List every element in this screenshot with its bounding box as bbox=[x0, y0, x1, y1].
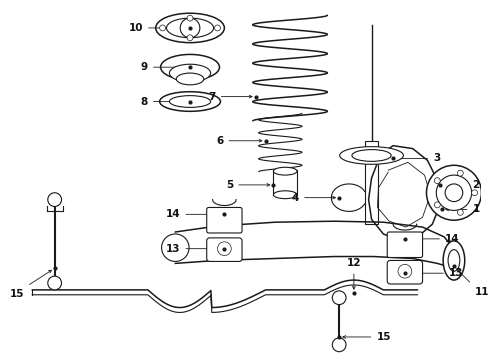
Text: 13: 13 bbox=[449, 268, 464, 278]
Ellipse shape bbox=[273, 167, 297, 175]
Circle shape bbox=[48, 276, 62, 290]
Circle shape bbox=[180, 18, 200, 38]
Ellipse shape bbox=[352, 150, 391, 161]
Circle shape bbox=[457, 210, 463, 215]
Circle shape bbox=[426, 165, 481, 220]
Ellipse shape bbox=[340, 147, 403, 164]
Bar bbox=[273, 170, 297, 195]
Circle shape bbox=[187, 35, 193, 41]
Text: 10: 10 bbox=[128, 23, 143, 33]
Ellipse shape bbox=[218, 242, 231, 256]
Circle shape bbox=[48, 193, 62, 207]
Text: 3: 3 bbox=[433, 153, 441, 163]
Text: 8: 8 bbox=[141, 96, 148, 107]
Text: 4: 4 bbox=[292, 193, 299, 203]
Ellipse shape bbox=[156, 13, 224, 42]
Text: 2: 2 bbox=[472, 180, 480, 190]
Text: 14: 14 bbox=[445, 234, 460, 244]
Text: 11: 11 bbox=[474, 287, 489, 297]
FancyBboxPatch shape bbox=[207, 207, 242, 233]
Text: 6: 6 bbox=[216, 136, 223, 146]
FancyBboxPatch shape bbox=[387, 232, 422, 257]
Circle shape bbox=[332, 338, 346, 352]
Text: 15: 15 bbox=[10, 289, 24, 299]
Circle shape bbox=[187, 15, 193, 21]
Text: 7: 7 bbox=[208, 91, 216, 102]
Ellipse shape bbox=[170, 96, 211, 107]
Polygon shape bbox=[175, 221, 454, 268]
Text: 12: 12 bbox=[346, 258, 361, 268]
Circle shape bbox=[471, 190, 477, 196]
FancyBboxPatch shape bbox=[387, 260, 422, 284]
Ellipse shape bbox=[443, 241, 465, 280]
Ellipse shape bbox=[273, 191, 297, 199]
Text: 9: 9 bbox=[141, 62, 148, 72]
FancyBboxPatch shape bbox=[207, 238, 242, 261]
Bar bbox=[365, 141, 378, 224]
Text: 5: 5 bbox=[226, 180, 233, 190]
Circle shape bbox=[445, 184, 463, 202]
Circle shape bbox=[162, 234, 189, 261]
Text: 15: 15 bbox=[376, 332, 391, 342]
Circle shape bbox=[457, 170, 463, 176]
Ellipse shape bbox=[160, 92, 220, 111]
Circle shape bbox=[160, 25, 166, 31]
Circle shape bbox=[434, 202, 440, 208]
Ellipse shape bbox=[176, 73, 204, 85]
Circle shape bbox=[436, 175, 471, 210]
Circle shape bbox=[215, 25, 220, 31]
Circle shape bbox=[332, 291, 346, 305]
Text: 14: 14 bbox=[166, 209, 180, 219]
Ellipse shape bbox=[161, 54, 220, 80]
Ellipse shape bbox=[398, 264, 412, 278]
Ellipse shape bbox=[170, 64, 211, 82]
Ellipse shape bbox=[448, 249, 460, 271]
Text: 13: 13 bbox=[166, 244, 180, 254]
Ellipse shape bbox=[167, 18, 214, 38]
Circle shape bbox=[434, 178, 440, 184]
Text: 1: 1 bbox=[472, 204, 480, 215]
